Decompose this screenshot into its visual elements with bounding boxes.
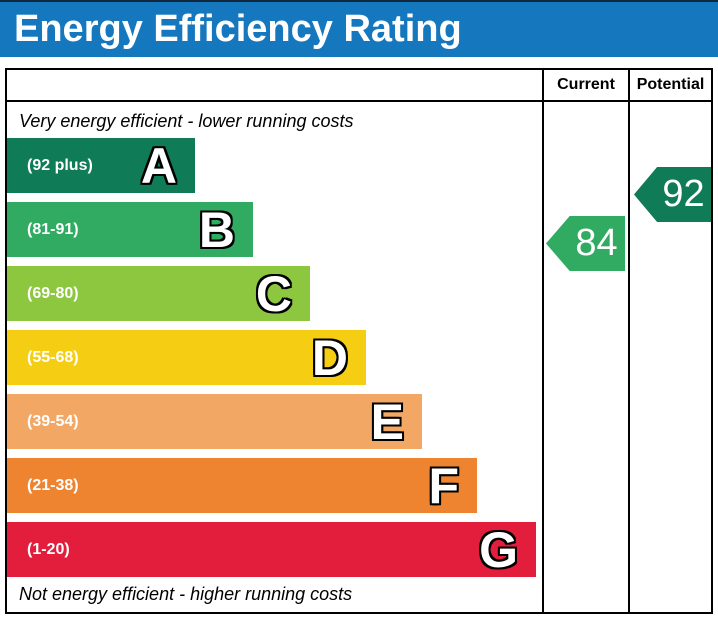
band-range-label: (21-38) bbox=[27, 477, 79, 494]
header-row-divider bbox=[7, 100, 711, 102]
band-row-f: (21-38) F bbox=[7, 458, 477, 514]
current-rating-value: 84 bbox=[575, 222, 618, 264]
potential-rating-arrow: 92 bbox=[634, 167, 711, 222]
band-row-b: (81-91) B bbox=[7, 202, 253, 258]
band-range-label: (55-68) bbox=[27, 349, 79, 366]
potential-rating-value: 92 bbox=[662, 173, 705, 215]
band-letter: E bbox=[370, 394, 404, 450]
band-row-g: (1-20) G bbox=[7, 522, 536, 578]
band-letter: G bbox=[479, 522, 518, 578]
band-row-d: (55-68) D bbox=[7, 330, 366, 386]
band-letter: B bbox=[198, 202, 235, 258]
potential-column-divider bbox=[628, 70, 630, 612]
band-letter: F bbox=[428, 458, 459, 514]
potential-column-header: Potential bbox=[636, 76, 705, 93]
band-range-label: (92 plus) bbox=[27, 157, 93, 174]
band-row-e: (39-54) E bbox=[7, 394, 422, 450]
band-letter: A bbox=[140, 138, 177, 194]
page-title: Energy Efficiency Rating bbox=[0, 2, 718, 57]
top-note: Very energy efficient - lower running co… bbox=[19, 111, 354, 131]
band-range-label: (1-20) bbox=[27, 541, 70, 558]
band-range-label: (81-91) bbox=[27, 221, 79, 238]
band-row-c: (69-80) C bbox=[7, 266, 310, 322]
band-letter: D bbox=[311, 330, 348, 386]
band-range-label: (39-54) bbox=[27, 413, 79, 430]
rating-table: Current Potential Very energy efficient … bbox=[5, 68, 713, 614]
band-letter: C bbox=[255, 266, 292, 322]
band-range-label: (69-80) bbox=[27, 285, 79, 302]
band-row-a: (92 plus) A bbox=[7, 138, 195, 194]
current-column-divider bbox=[542, 70, 544, 612]
current-column-header: Current bbox=[557, 76, 615, 93]
top-edge-line bbox=[0, 0, 718, 2]
current-rating-arrow: 84 bbox=[546, 216, 625, 271]
bottom-note: Not energy efficient - higher running co… bbox=[19, 584, 353, 604]
